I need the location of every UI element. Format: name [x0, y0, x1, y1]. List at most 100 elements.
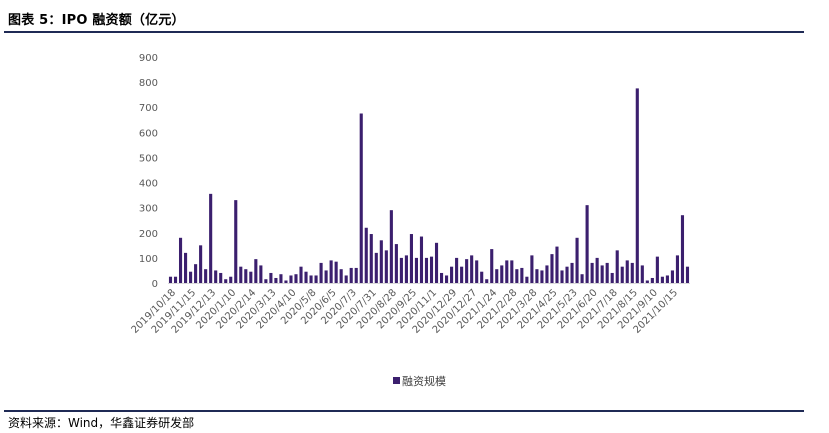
- bar: [515, 269, 519, 283]
- bar: [560, 270, 564, 283]
- bar: [660, 276, 664, 283]
- bar: [429, 256, 434, 283]
- bar: [394, 244, 398, 283]
- bar: [329, 260, 333, 283]
- bar: [234, 200, 238, 283]
- bar: [635, 88, 639, 283]
- bar: [274, 277, 278, 283]
- bar: [184, 252, 188, 283]
- bar: [359, 113, 363, 283]
- bar: [324, 270, 328, 283]
- bar: [219, 272, 223, 283]
- bar: [374, 252, 378, 283]
- bar: [344, 275, 348, 283]
- top-rule: [4, 31, 804, 33]
- bar: [314, 275, 318, 283]
- bar: [540, 270, 544, 283]
- bar: [445, 275, 449, 283]
- bar: [495, 269, 499, 283]
- y-tick-label: 100: [139, 254, 158, 265]
- bar: [450, 266, 454, 283]
- bar: [309, 275, 313, 283]
- bar: [460, 266, 464, 283]
- source-note: 资料来源：Wind，华鑫证券研发部: [8, 416, 195, 430]
- bar: [364, 227, 368, 283]
- bar: [490, 249, 494, 283]
- y-tick-label: 600: [139, 128, 158, 139]
- bar: [600, 265, 604, 283]
- bar: [178, 237, 183, 283]
- legend-swatch: [393, 377, 400, 384]
- chart-title: 图表 5：IPO 融资额（亿元）: [8, 13, 185, 28]
- bar: [229, 276, 233, 283]
- bottom-rule: [4, 410, 804, 412]
- bar: [284, 280, 288, 283]
- bar: [294, 274, 298, 283]
- bar: [575, 237, 579, 283]
- bar: [465, 259, 469, 283]
- bar: [505, 260, 509, 283]
- y-tick-label: 0: [152, 279, 158, 290]
- legend-label: 融资规模: [402, 374, 446, 388]
- bar: [419, 236, 424, 283]
- bar: [384, 250, 388, 283]
- legend: 融资规模: [393, 374, 446, 388]
- bar: [214, 270, 218, 283]
- bar: [319, 262, 323, 283]
- bar: [168, 276, 173, 283]
- bar: [379, 240, 383, 283]
- bar: [424, 257, 429, 283]
- y-tick-label: 500: [139, 153, 158, 164]
- bar: [389, 210, 393, 283]
- bar: [675, 255, 680, 283]
- bar: [570, 262, 574, 283]
- bar: [545, 265, 549, 283]
- bar: [480, 271, 484, 283]
- bar: [399, 257, 403, 283]
- bar: [510, 260, 514, 283]
- bar: [535, 269, 539, 283]
- bar: [470, 255, 474, 283]
- bar: [414, 257, 419, 283]
- bars: [168, 88, 690, 283]
- bar: [585, 205, 589, 283]
- bar: [264, 279, 268, 283]
- bar: [249, 271, 253, 283]
- bar: [520, 267, 524, 283]
- bar: [670, 270, 674, 283]
- bar: [590, 262, 594, 283]
- bar: [580, 274, 584, 283]
- bar: [625, 260, 629, 283]
- bar: [224, 279, 228, 283]
- bar: [615, 250, 619, 283]
- bar: [475, 260, 479, 283]
- bar: [620, 266, 624, 283]
- bar: [279, 274, 283, 283]
- bar: [209, 193, 213, 283]
- bar: [369, 234, 373, 283]
- bar: [685, 266, 690, 283]
- bar: [595, 257, 599, 283]
- bar: [334, 261, 338, 283]
- bar: [610, 272, 614, 283]
- bar: [339, 269, 343, 283]
- bar: [354, 267, 358, 283]
- bar: [500, 265, 504, 283]
- bar: [605, 262, 609, 283]
- bar: [550, 254, 554, 283]
- bar: [655, 256, 659, 283]
- bar: [349, 267, 353, 283]
- y-axis-ticks: 0 100 200 300 400 500 600 700 800 900: [139, 53, 158, 290]
- bar: [244, 269, 248, 283]
- bar: [525, 276, 529, 283]
- bar: [650, 277, 654, 283]
- bar: [630, 262, 634, 283]
- y-tick-label: 200: [139, 229, 158, 240]
- bar: [194, 264, 198, 283]
- bar: [173, 276, 178, 283]
- bar: [189, 271, 193, 283]
- bar: [269, 272, 273, 283]
- bar: [455, 257, 459, 283]
- bar: [530, 255, 534, 283]
